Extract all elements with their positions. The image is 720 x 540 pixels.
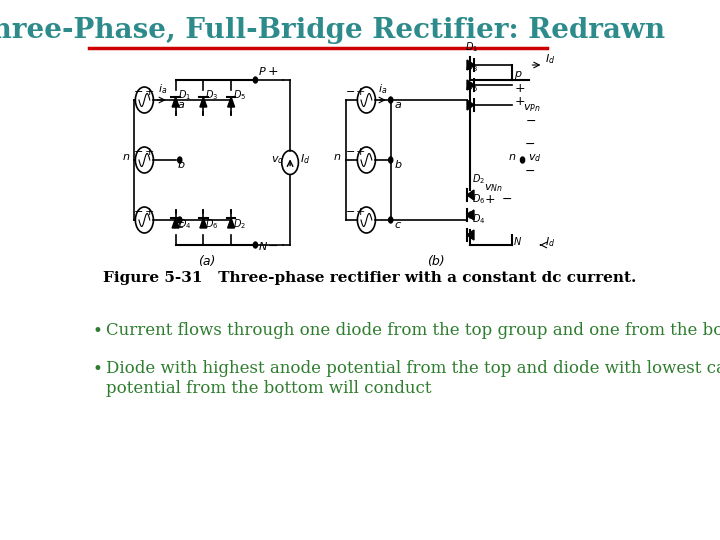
Text: a: a bbox=[178, 100, 184, 110]
Text: $D_4$: $D_4$ bbox=[472, 212, 485, 226]
Text: +: + bbox=[356, 87, 365, 97]
Text: −: − bbox=[502, 193, 512, 206]
Text: $D_2$: $D_2$ bbox=[472, 172, 485, 186]
Circle shape bbox=[178, 217, 182, 223]
Text: $v_d$: $v_d$ bbox=[528, 152, 541, 164]
Circle shape bbox=[469, 212, 472, 218]
Text: •: • bbox=[93, 360, 103, 378]
Text: −: − bbox=[134, 87, 143, 97]
Text: $i_a$: $i_a$ bbox=[377, 82, 387, 96]
Text: (b): (b) bbox=[427, 255, 445, 268]
Text: $v_d$: $v_d$ bbox=[271, 154, 284, 166]
Polygon shape bbox=[200, 97, 207, 107]
Circle shape bbox=[178, 157, 182, 163]
Polygon shape bbox=[228, 97, 235, 107]
Text: b: b bbox=[178, 160, 185, 170]
Text: +: + bbox=[356, 207, 365, 217]
Text: +: + bbox=[514, 82, 525, 95]
Text: $D_6$: $D_6$ bbox=[472, 192, 485, 206]
Text: −: − bbox=[346, 87, 355, 97]
Text: $i_a$: $i_a$ bbox=[158, 82, 168, 96]
Polygon shape bbox=[172, 218, 179, 228]
Text: $D_6$: $D_6$ bbox=[205, 217, 219, 231]
Circle shape bbox=[521, 157, 525, 163]
Text: N: N bbox=[514, 237, 521, 247]
Polygon shape bbox=[467, 60, 474, 70]
Text: a: a bbox=[394, 100, 401, 110]
Polygon shape bbox=[467, 230, 474, 240]
Circle shape bbox=[389, 217, 393, 223]
Text: Diode with highest anode potential from the top and diode with lowest cathode
po: Diode with highest anode potential from … bbox=[107, 360, 720, 396]
Text: −: − bbox=[134, 147, 143, 157]
Text: +: + bbox=[145, 207, 154, 217]
Text: +: + bbox=[145, 87, 154, 97]
Circle shape bbox=[253, 77, 258, 83]
Text: Figure 5-31   Three-phase rectifier with a constant dc current.: Figure 5-31 Three-phase rectifier with a… bbox=[103, 271, 636, 285]
Text: c: c bbox=[394, 220, 400, 230]
Text: (a): (a) bbox=[198, 255, 215, 268]
Text: $D_1$: $D_1$ bbox=[465, 40, 478, 54]
Text: $D_3$: $D_3$ bbox=[205, 88, 219, 102]
Polygon shape bbox=[467, 190, 474, 200]
Text: $v_{Nn}$: $v_{Nn}$ bbox=[485, 182, 503, 194]
Text: $D_4$: $D_4$ bbox=[178, 217, 192, 231]
Text: $D_5$: $D_5$ bbox=[233, 88, 246, 102]
Text: c: c bbox=[178, 220, 184, 230]
Polygon shape bbox=[228, 218, 235, 228]
Text: +: + bbox=[485, 193, 495, 206]
Text: n: n bbox=[508, 152, 516, 162]
Text: −: − bbox=[346, 147, 355, 157]
Text: +: + bbox=[145, 147, 154, 157]
Text: P: P bbox=[259, 67, 266, 77]
Text: N: N bbox=[259, 242, 267, 252]
Circle shape bbox=[389, 97, 393, 103]
Text: Three-Phase, Full-Bridge Rectifier: Redrawn: Three-Phase, Full-Bridge Rectifier: Redr… bbox=[0, 17, 665, 44]
Text: n: n bbox=[334, 152, 341, 162]
Polygon shape bbox=[200, 218, 207, 228]
Polygon shape bbox=[467, 100, 474, 110]
Text: −: − bbox=[134, 207, 143, 217]
Text: $I_d$: $I_d$ bbox=[300, 152, 310, 166]
Text: $D_5$: $D_5$ bbox=[465, 80, 478, 94]
Circle shape bbox=[389, 157, 393, 163]
Polygon shape bbox=[467, 80, 474, 90]
Text: •: • bbox=[93, 322, 103, 340]
Text: −: − bbox=[268, 240, 279, 253]
Text: Current flows through one diode from the top group and one from the bottom: Current flows through one diode from the… bbox=[107, 322, 720, 339]
Text: b: b bbox=[394, 160, 401, 170]
Text: n: n bbox=[122, 152, 129, 162]
Polygon shape bbox=[172, 97, 179, 107]
Text: $v_{Pn}$: $v_{Pn}$ bbox=[523, 102, 540, 114]
Text: +: + bbox=[356, 147, 365, 157]
Text: +: + bbox=[514, 95, 525, 108]
Text: p: p bbox=[514, 69, 521, 79]
Text: +: + bbox=[268, 65, 279, 78]
Text: $D_2$: $D_2$ bbox=[233, 217, 246, 231]
Text: −: − bbox=[526, 115, 536, 128]
Text: $I_d$: $I_d$ bbox=[546, 52, 556, 66]
Text: −: − bbox=[525, 138, 535, 151]
Text: −: − bbox=[346, 207, 355, 217]
Polygon shape bbox=[467, 210, 474, 220]
Circle shape bbox=[253, 242, 258, 248]
Text: −: − bbox=[525, 165, 535, 178]
Text: $D_3$: $D_3$ bbox=[465, 60, 478, 74]
Text: $I_d$: $I_d$ bbox=[546, 235, 556, 249]
Text: $D_1$: $D_1$ bbox=[178, 88, 191, 102]
